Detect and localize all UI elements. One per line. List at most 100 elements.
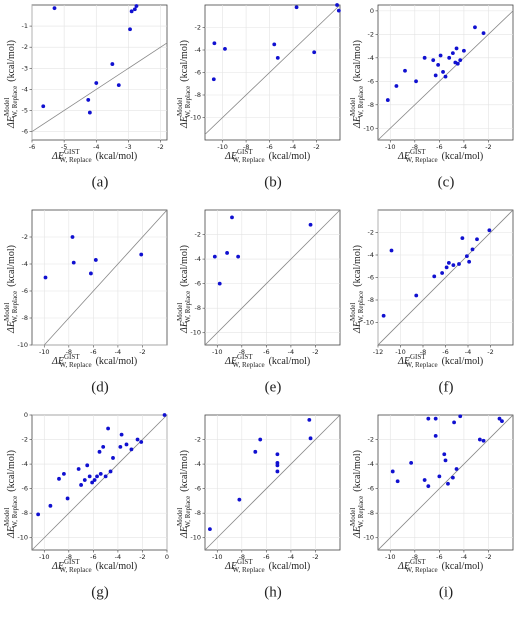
x-tick-label: -4 — [115, 348, 121, 356]
point — [433, 73, 438, 78]
y-tick-label: -6 — [195, 280, 201, 288]
identity-line — [204, 414, 341, 551]
point — [101, 445, 106, 449]
label-symbol: ΔE — [224, 151, 237, 162]
caption: (d) — [91, 379, 109, 395]
point — [97, 449, 102, 454]
label-sub: W, Replace — [184, 496, 192, 528]
label-sup: Model — [349, 98, 357, 116]
x-tick-label: -2 — [312, 348, 318, 356]
point — [48, 503, 53, 508]
y-tick-label: -8 — [368, 296, 374, 304]
point — [116, 83, 121, 88]
point — [139, 440, 144, 444]
label-sup: Model — [3, 98, 11, 116]
x-tick-label: -8 — [239, 348, 245, 356]
y-tick-label: -2 — [368, 436, 374, 444]
label-symbol: ΔE — [6, 526, 17, 539]
point — [470, 247, 475, 252]
label-unit: (kcal/mol) — [96, 356, 138, 367]
x-tick-label: -3 — [125, 143, 131, 151]
point — [275, 469, 280, 474]
label-sub: W, Replace — [406, 156, 438, 164]
label-sub: W, Replace — [60, 361, 92, 369]
label-sup: GIST — [410, 558, 426, 566]
x-axis-label: ΔEGIST W, Replace (kcal/mol) — [397, 353, 483, 369]
y-tick-label: -1 — [22, 22, 28, 30]
x-tick-label: -6 — [90, 553, 96, 561]
point — [409, 460, 414, 465]
x-tick-label: -10 — [217, 143, 228, 151]
point — [237, 497, 242, 502]
point — [481, 31, 486, 36]
label-sup: GIST — [64, 558, 80, 566]
point — [124, 442, 129, 447]
label-symbol: ΔE — [352, 526, 363, 539]
label-unit: (kcal/mol) — [6, 245, 17, 287]
label-sup: Model — [176, 98, 184, 116]
y-tick-label: -2 — [368, 229, 374, 237]
point — [119, 432, 124, 437]
y-tick-label: -4 — [195, 255, 201, 263]
label-unit: (kcal/mol) — [442, 356, 484, 367]
point — [389, 248, 394, 253]
point — [436, 62, 441, 67]
x-axis-label: ΔEGIST W, Replace (kcal/mol) — [51, 148, 137, 164]
x-axis-label: ΔEGIST W, Replace (kcal/mol) — [51, 353, 137, 369]
label-symbol: ΔE — [51, 561, 64, 572]
y-tick-label: 0 — [370, 7, 374, 15]
point — [129, 447, 134, 452]
label-unit: (kcal/mol) — [269, 561, 311, 572]
y-tick-label: -2 — [22, 436, 28, 444]
point — [307, 418, 312, 422]
x-axis-label: ΔEGIST W, Replace (kcal/mol) — [224, 558, 310, 574]
point — [108, 469, 113, 474]
point — [275, 463, 280, 468]
x-tick-label: -4 — [465, 348, 471, 356]
label-sup: Model — [3, 303, 11, 321]
x-tick-label: -8 — [239, 553, 245, 561]
x-tick-label: -4 — [461, 143, 467, 151]
y-tick-label: -10 — [363, 534, 374, 542]
point — [128, 27, 132, 32]
x-axis-label: ΔEGIST W, Replace (kcal/mol) — [397, 558, 483, 574]
y-axis-label: ΔEModelW, Replace (kcal/mol) — [349, 40, 365, 129]
label-unit: (kcal/mol) — [442, 151, 484, 162]
label-unit: (kcal/mol) — [269, 356, 311, 367]
x-tick-label: -10 — [39, 553, 50, 561]
point — [312, 50, 317, 55]
label-unit: (kcal/mol) — [179, 450, 190, 492]
point — [93, 258, 98, 262]
label-unit: (kcal/mol) — [352, 450, 363, 492]
x-axis-label: ΔEGIST W, Replace (kcal/mol) — [224, 353, 310, 369]
label-symbol: ΔE — [51, 356, 64, 367]
y-tick-label: -4 — [368, 54, 374, 62]
y-tick-label: -10 — [17, 534, 28, 542]
x-tick-label: -6 — [436, 553, 442, 561]
point — [57, 476, 61, 481]
point — [457, 262, 461, 266]
point — [335, 3, 339, 7]
point — [431, 58, 436, 63]
x-tick-label: -2 — [312, 553, 318, 561]
label-unit: (kcal/mol) — [352, 40, 363, 82]
y-tick-label: -5 — [22, 106, 28, 114]
y-axis-label: ΔEModelW, Replace (kcal/mol) — [3, 450, 19, 539]
caption: (i) — [439, 584, 453, 600]
point — [52, 6, 57, 11]
identity-line — [204, 209, 341, 346]
point — [454, 46, 459, 51]
y-tick-label: -4 — [195, 46, 201, 54]
label-sub: W, Replace — [184, 86, 192, 118]
y-tick-label: -2 — [195, 231, 201, 239]
label-unit: (kcal/mol) — [6, 40, 17, 82]
y-tick-label: -6 — [22, 128, 28, 136]
point — [308, 436, 313, 441]
x-tick-label: -10 — [395, 348, 406, 356]
label-unit: (kcal/mol) — [179, 245, 190, 287]
x-tick-label: -6 — [436, 143, 442, 151]
point — [87, 474, 92, 479]
label-symbol: ΔE — [6, 116, 17, 129]
